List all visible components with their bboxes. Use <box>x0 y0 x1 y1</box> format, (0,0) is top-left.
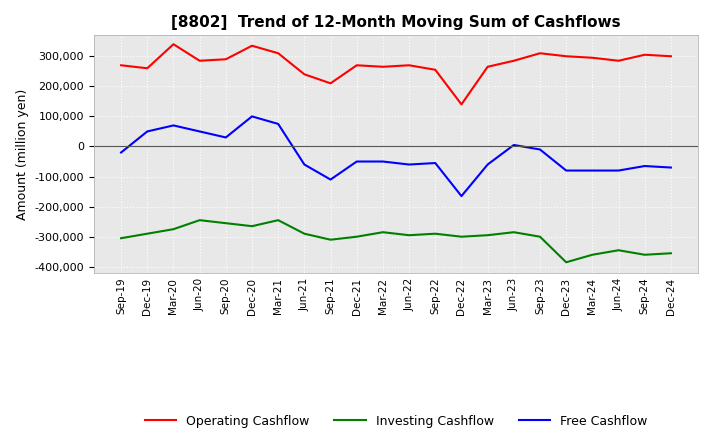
Free Cashflow <box>483 162 492 167</box>
Line: Free Cashflow: Free Cashflow <box>121 117 671 196</box>
Line: Operating Cashflow: Operating Cashflow <box>121 44 671 104</box>
Operating Cashflow <box>457 102 466 107</box>
Operating Cashflow <box>667 54 675 59</box>
Line: Investing Cashflow: Investing Cashflow <box>121 220 671 262</box>
Free Cashflow <box>117 150 125 155</box>
Operating Cashflow <box>588 55 597 60</box>
Investing Cashflow <box>562 260 570 265</box>
Free Cashflow <box>588 168 597 173</box>
Free Cashflow <box>195 129 204 134</box>
Operating Cashflow <box>405 62 413 68</box>
Operating Cashflow <box>379 64 387 70</box>
Investing Cashflow <box>379 230 387 235</box>
Free Cashflow <box>667 165 675 170</box>
Operating Cashflow <box>195 58 204 63</box>
Free Cashflow <box>405 162 413 167</box>
Free Cashflow <box>640 163 649 169</box>
Investing Cashflow <box>405 233 413 238</box>
Investing Cashflow <box>510 230 518 235</box>
Free Cashflow <box>510 142 518 147</box>
Investing Cashflow <box>169 227 178 232</box>
Investing Cashflow <box>274 217 282 223</box>
Investing Cashflow <box>536 234 544 239</box>
Free Cashflow <box>536 147 544 152</box>
Operating Cashflow <box>536 51 544 56</box>
Legend: Operating Cashflow, Investing Cashflow, Free Cashflow: Operating Cashflow, Investing Cashflow, … <box>140 410 652 433</box>
Free Cashflow <box>300 162 309 167</box>
Operating Cashflow <box>169 42 178 47</box>
Operating Cashflow <box>326 81 335 86</box>
Investing Cashflow <box>667 251 675 256</box>
Investing Cashflow <box>117 235 125 241</box>
Operating Cashflow <box>274 51 282 56</box>
Free Cashflow <box>248 114 256 119</box>
Investing Cashflow <box>222 220 230 226</box>
Investing Cashflow <box>431 231 440 236</box>
Operating Cashflow <box>431 67 440 73</box>
Free Cashflow <box>274 121 282 127</box>
Operating Cashflow <box>117 62 125 68</box>
Investing Cashflow <box>326 237 335 242</box>
Free Cashflow <box>143 129 152 134</box>
Operating Cashflow <box>614 58 623 63</box>
Free Cashflow <box>326 177 335 182</box>
Free Cashflow <box>379 159 387 164</box>
Free Cashflow <box>352 159 361 164</box>
Operating Cashflow <box>562 54 570 59</box>
Operating Cashflow <box>640 52 649 57</box>
Investing Cashflow <box>614 248 623 253</box>
Operating Cashflow <box>483 64 492 70</box>
Investing Cashflow <box>248 224 256 229</box>
Operating Cashflow <box>510 58 518 63</box>
Investing Cashflow <box>640 252 649 257</box>
Operating Cashflow <box>352 62 361 68</box>
Investing Cashflow <box>300 231 309 236</box>
Investing Cashflow <box>352 234 361 239</box>
Investing Cashflow <box>195 217 204 223</box>
Free Cashflow <box>457 194 466 199</box>
Free Cashflow <box>222 135 230 140</box>
Free Cashflow <box>169 123 178 128</box>
Operating Cashflow <box>222 57 230 62</box>
Investing Cashflow <box>143 231 152 236</box>
Free Cashflow <box>614 168 623 173</box>
Operating Cashflow <box>143 66 152 71</box>
Y-axis label: Amount (million yen): Amount (million yen) <box>16 88 29 220</box>
Operating Cashflow <box>248 43 256 48</box>
Free Cashflow <box>562 168 570 173</box>
Free Cashflow <box>431 161 440 166</box>
Operating Cashflow <box>300 72 309 77</box>
Investing Cashflow <box>588 252 597 257</box>
Title: [8802]  Trend of 12-Month Moving Sum of Cashflows: [8802] Trend of 12-Month Moving Sum of C… <box>171 15 621 30</box>
Investing Cashflow <box>457 234 466 239</box>
Investing Cashflow <box>483 233 492 238</box>
